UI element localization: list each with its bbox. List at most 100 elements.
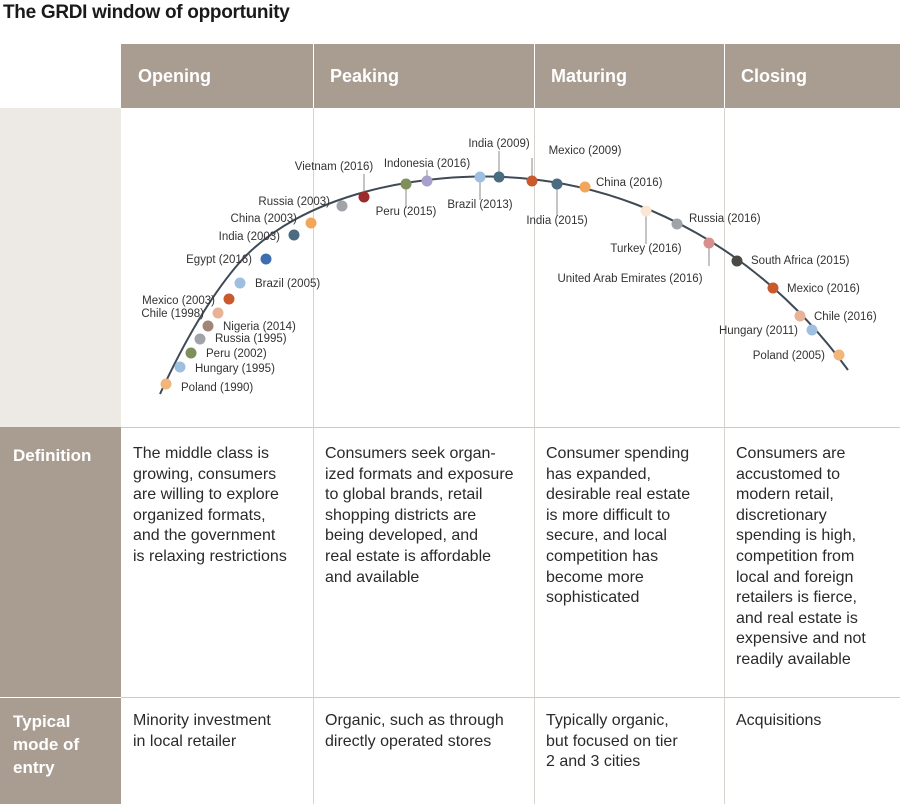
text-line: Minority investment [133, 712, 271, 729]
definition-opening: The middle class is growing, consumers a… [133, 444, 287, 568]
stage-header-closing: Closing [724, 44, 900, 108]
country-label: Vietnam (2016) [295, 161, 374, 173]
country-marker [806, 324, 818, 336]
country-marker [234, 277, 246, 289]
text-line: Organic, such as through [325, 712, 504, 729]
text-line: desirable real estate [546, 486, 691, 504]
country-marker [288, 229, 300, 241]
country-marker [640, 205, 652, 217]
text-line: Consumers seek organ- [325, 445, 496, 462]
row-divider [121, 427, 900, 428]
text-line: Typically organic, [546, 712, 669, 729]
country-marker [202, 320, 214, 332]
text-line: Consumer spending [546, 445, 690, 462]
country-marker [212, 307, 224, 319]
country-label: South Africa (2015) [751, 255, 850, 267]
country-marker [185, 347, 197, 359]
country-label: Russia (2003) [258, 196, 330, 208]
country-label: Russia (2016) [689, 213, 761, 225]
header-divider [313, 44, 314, 108]
country-label: India (2009) [468, 138, 530, 150]
text-line: has expanded, [546, 465, 651, 483]
country-label: Chile (1998) [141, 308, 204, 320]
entry-row-label: Typical mode of entry [0, 698, 121, 804]
text-line: modern retail, [736, 486, 834, 504]
text-line: is more difficult to [546, 506, 671, 524]
country-marker [833, 349, 845, 361]
country-label: Egypt (2016) [186, 254, 252, 266]
country-label: China (2016) [596, 177, 663, 189]
country-marker [493, 171, 505, 183]
entry-closing: Acquisitions [736, 711, 821, 732]
country-label: Mexico (2009) [549, 145, 622, 157]
country-marker [223, 293, 235, 305]
definition-maturing: Consumer spending has expanded, desirabl… [546, 444, 690, 609]
definition-closing: Consumers are accustomed to modern retai… [736, 444, 866, 671]
country-marker [767, 282, 779, 294]
page-title: The GRDI window of opportunity [3, 2, 290, 23]
country-label: Peru (2015) [376, 206, 437, 218]
text-line: growing, consumers [133, 465, 277, 483]
definition-label: Definition [13, 446, 92, 465]
stage-header-row: Opening Peaking Maturing Closing [121, 44, 900, 108]
text-line: retailers is fierce, [736, 589, 857, 607]
country-label: Nigeria (2014) [223, 321, 296, 333]
stage-header-opening: Opening [121, 44, 313, 108]
country-marker [305, 217, 317, 229]
country-label: Mexico (2003) [142, 295, 215, 307]
text-line: readily available [736, 650, 851, 668]
stage-label: Maturing [551, 66, 627, 86]
header-divider [534, 44, 535, 108]
definition-row-label: Definition [0, 427, 121, 697]
column-divider [313, 108, 314, 804]
country-marker [336, 200, 348, 212]
country-label: Hungary (1995) [195, 363, 275, 375]
text-line: organized formats, [133, 506, 266, 524]
text-line: to global brands, retail [325, 486, 483, 504]
country-label: Chile (2016) [814, 311, 877, 323]
country-marker [400, 178, 412, 190]
text-line: in local retailer [133, 732, 237, 750]
country-label: Poland (2005) [753, 350, 825, 362]
country-marker [194, 333, 206, 345]
definition-peaking: Consumers seek organ- ized formats and e… [325, 444, 514, 588]
column-divider [724, 108, 725, 804]
entry-label-line: mode of [13, 735, 80, 754]
stage-label: Closing [741, 66, 807, 86]
country-label: Mexico (2016) [787, 283, 860, 295]
stage-label: Opening [138, 66, 211, 86]
entry-label-line: entry [13, 758, 55, 777]
entry-label-line: Typical [13, 712, 71, 731]
country-marker [474, 171, 486, 183]
country-label: United Arab Emirates (2016) [557, 273, 702, 285]
text-line: and the government [133, 527, 276, 545]
country-label: Indonesia (2016) [384, 158, 470, 170]
text-line: secure, and local [546, 527, 667, 545]
stage-header-peaking: Peaking [313, 44, 534, 108]
text-line: accustomed to [736, 465, 841, 483]
text-line: are willing to explore [133, 486, 279, 504]
country-label: Russia (1995) [215, 333, 287, 345]
text-line: competition has [546, 547, 659, 565]
opportunity-curve [159, 175, 849, 395]
entry-peaking: Organic, such as through directly operat… [325, 711, 504, 752]
column-divider [534, 108, 535, 804]
country-marker [731, 255, 743, 267]
text-line: sophisticated [546, 589, 640, 607]
stage-label: Peaking [330, 66, 400, 86]
text-line: Consumers are [736, 445, 846, 462]
text-line: ized formats and exposure [325, 465, 514, 483]
text-line: shopping districts are [325, 506, 477, 524]
text-line: directly operated stores [325, 732, 492, 750]
country-label: Poland (1990) [181, 382, 253, 394]
country-marker [703, 237, 715, 249]
country-marker [551, 178, 563, 190]
text-line: The middle class is [133, 445, 270, 462]
text-line: spending is high, [736, 527, 857, 545]
text-line: but focused on tier [546, 732, 678, 750]
entry-opening: Minority investment in local retailer [133, 711, 271, 752]
country-label: China (2003) [231, 213, 298, 225]
text-line: real estate is affordable [325, 547, 492, 565]
text-line: and real estate is [736, 609, 858, 627]
text-line: local and foreign [736, 568, 854, 586]
